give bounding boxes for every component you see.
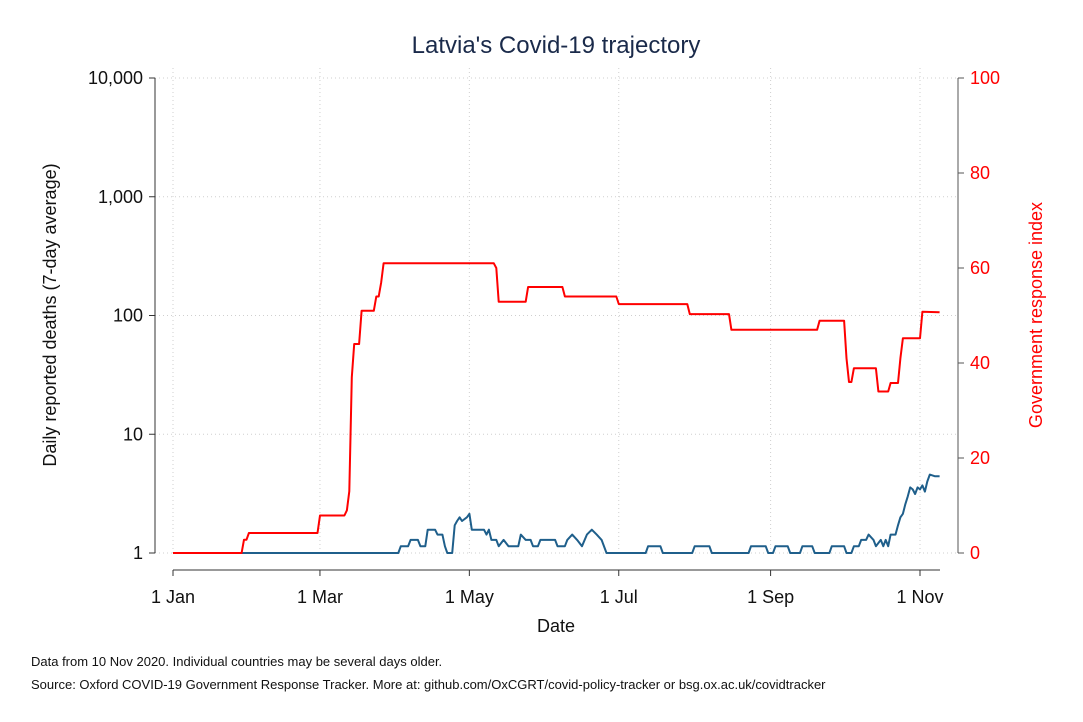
y-axis-right-label: Government response index: [1026, 202, 1046, 428]
chart-title: Latvia's Covid-19 trajectory: [412, 32, 701, 59]
x-tick-label-3: 1 Jul: [600, 587, 638, 607]
axes: 1 Jan 1 Mar 1 May 1 Jul 1 Sep 1 Nov 1 10 100 1,00…: [88, 68, 1000, 607]
y-right-tick-label-4: 80: [970, 163, 990, 183]
x-tick-label-5: 1 Nov: [896, 587, 943, 607]
y-left-tick-label-2: 100: [113, 306, 143, 326]
source-note: Source: Oxford COVID-19 Government Respo…: [31, 677, 826, 692]
y-left-tick-label-4: 10,000: [88, 68, 143, 88]
x-tick-label-4: 1 Sep: [747, 587, 794, 607]
y-right-tick-label-1: 20: [970, 448, 990, 468]
y-left-tick-label-3: 1,000: [98, 187, 143, 207]
y-right-tick-label-0: 0: [970, 543, 980, 563]
x-tick-label-0: 1 Jan: [151, 587, 195, 607]
y-right-tick-label-2: 40: [970, 353, 990, 373]
y-left-tick-label-1: 10: [123, 424, 143, 444]
y-right-tick-label-3: 60: [970, 258, 990, 278]
y-left-tick-label-0: 1: [133, 543, 143, 563]
series-lines: [173, 262, 940, 554]
x-axis-label: Date: [537, 616, 575, 636]
response-index-series-line: [173, 262, 940, 554]
data-date-note: Data from 10 Nov 2020. Individual countr…: [31, 654, 443, 669]
gridlines: [155, 68, 958, 554]
x-tick-label-2: 1 May: [445, 587, 494, 607]
y-right-tick-label-5: 100: [970, 68, 1000, 88]
y-axis-left-label: Daily reported deaths (7-day average): [40, 163, 60, 466]
x-tick-label-1: 1 Mar: [297, 587, 343, 607]
deaths-series-line: [173, 473, 940, 554]
